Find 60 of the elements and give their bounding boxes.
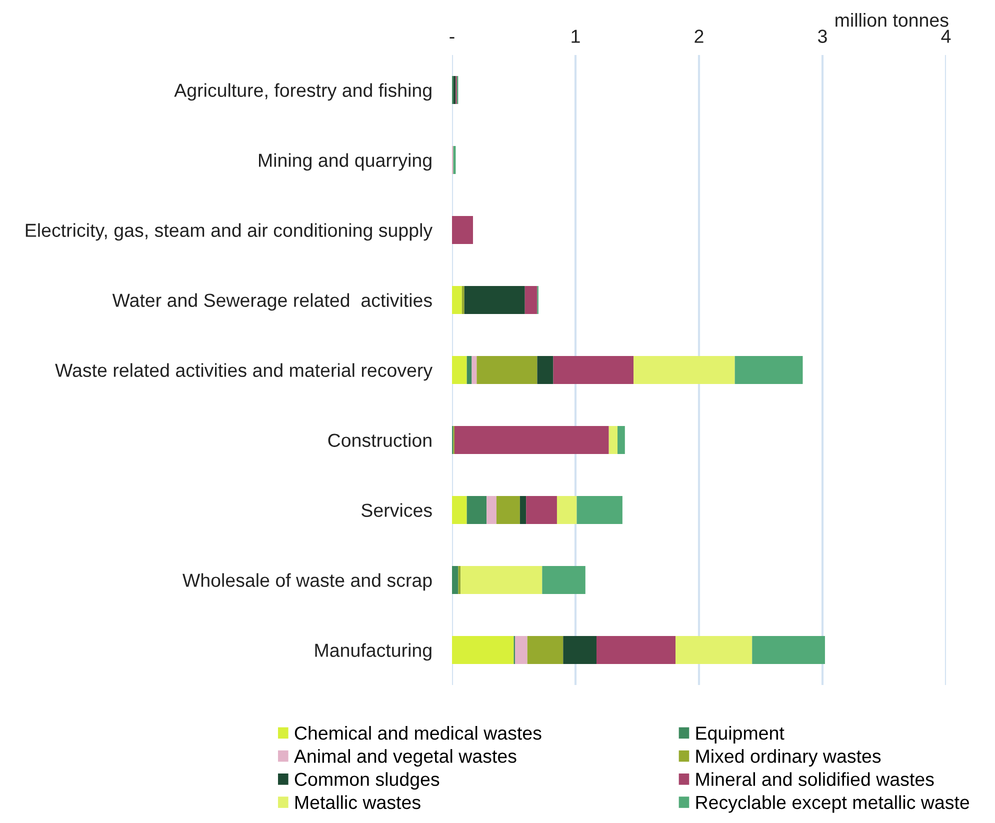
bar	[576, 496, 622, 524]
bar	[752, 636, 825, 664]
y-tick-label: Water and Sewerage related activities	[112, 293, 432, 311]
bar	[472, 356, 477, 384]
bar	[466, 356, 472, 384]
y-tick-label: Mining and quarrying	[259, 153, 432, 171]
x-axis-title: million tonnes	[836, 13, 948, 27]
bar	[542, 566, 586, 594]
bar	[496, 496, 520, 524]
x-tick-label: 3	[818, 30, 827, 43]
bar	[452, 286, 462, 314]
bar	[458, 566, 461, 594]
bar	[453, 76, 456, 104]
bar	[452, 496, 467, 524]
legend-label: Mixed ordinary wastes	[696, 749, 881, 767]
y-tick-label: Construction	[328, 433, 432, 447]
legend-label: Animal and vegetal wastes	[294, 749, 516, 767]
legend-label: Equipment	[696, 726, 784, 744]
y-tick-label: Waste related activities and material recovery	[55, 363, 433, 381]
bar	[524, 286, 538, 314]
bar	[460, 566, 542, 594]
legend-label: Mineral and solidified wastes	[696, 772, 934, 786]
bar	[563, 636, 596, 664]
bar	[634, 356, 735, 384]
x-tick-label: 4	[941, 30, 951, 43]
bar	[462, 286, 464, 314]
bar	[527, 636, 564, 664]
bar	[452, 636, 514, 664]
bar	[520, 496, 526, 524]
bar	[452, 566, 458, 594]
x-tick-label: 2	[694, 30, 704, 43]
bar	[464, 286, 525, 314]
bar	[596, 636, 676, 664]
y-tick-label: Agriculture, forestry and fishing	[174, 83, 432, 101]
bar	[676, 636, 752, 664]
bar	[453, 146, 456, 174]
bar	[466, 496, 487, 524]
legend-label: Chemical and medical wastes	[294, 726, 542, 740]
bar	[556, 496, 577, 524]
y-tick-label: Wholesale of waste and scrap	[182, 573, 432, 591]
bar	[608, 426, 618, 454]
legend-label: Metallic wastes	[295, 795, 420, 810]
bar	[452, 216, 473, 244]
y-tick-label: Services	[362, 503, 432, 517]
bar	[526, 496, 557, 524]
bar	[734, 356, 803, 384]
x-tick-label: -	[450, 37, 454, 39]
bar	[452, 356, 467, 384]
legend-label: Recyclable except metallic waste	[696, 795, 970, 813]
bar	[514, 636, 528, 664]
y-tick-label: Manufacturing	[315, 643, 432, 661]
bar	[454, 426, 609, 454]
y-tick-label: Electricity, gas, steam and air conditioning supply	[26, 223, 433, 241]
bar	[476, 356, 538, 384]
legend-label: Common sludges	[294, 772, 440, 790]
bar	[486, 496, 496, 524]
x-tick-label: 1	[572, 30, 580, 43]
bar	[537, 356, 554, 384]
bar	[553, 356, 634, 384]
bar	[617, 426, 625, 454]
